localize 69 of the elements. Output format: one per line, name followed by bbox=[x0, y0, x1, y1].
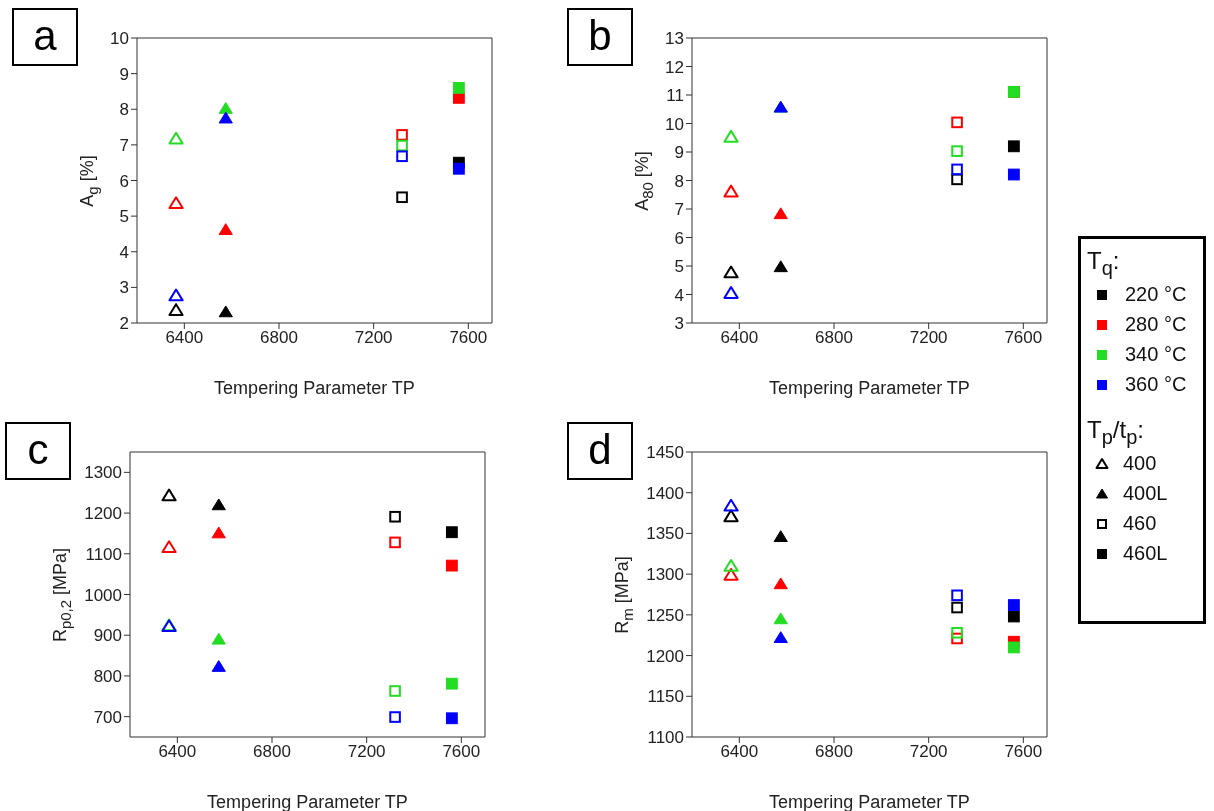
legend-label: 360 °C bbox=[1125, 373, 1187, 397]
x-tick-label: 6400 bbox=[720, 742, 759, 762]
y-tick-label: 11 bbox=[666, 86, 684, 106]
y-tick-label: 13 bbox=[665, 29, 684, 49]
y-tick-label: 1250 bbox=[646, 605, 684, 625]
y-tick-label: 800 bbox=[93, 666, 122, 686]
legend-title: T$_{p}$/t$_{p}$: bbox=[1087, 415, 1145, 449]
y-tick-label: 1200 bbox=[84, 504, 122, 524]
y-tick-label: 3 bbox=[119, 278, 129, 298]
y-tick-label: 9 bbox=[674, 143, 684, 163]
y-tick-label: 8 bbox=[674, 171, 684, 191]
x-tick-label: 7200 bbox=[909, 742, 948, 762]
text: 460L bbox=[1123, 542, 1168, 566]
chart-title: a bbox=[12, 8, 78, 66]
y-tick-label: 1100 bbox=[647, 728, 684, 748]
y-tick-label: 700 bbox=[93, 707, 122, 727]
y-tick-label: 8 bbox=[119, 100, 129, 120]
text: 400 bbox=[1123, 452, 1157, 476]
y-tick-label: 2 bbox=[119, 314, 129, 334]
y-tick-label: 1300 bbox=[84, 463, 122, 483]
y-tick-label: 4 bbox=[674, 285, 684, 305]
x-axis-title: Tempering Parameter TP bbox=[207, 792, 408, 811]
x-tick-label: 7200 bbox=[347, 742, 386, 762]
legend-label: 280 °C bbox=[1125, 313, 1187, 337]
legend-label: 220 °C bbox=[1125, 283, 1187, 307]
x-tick-label: 7600 bbox=[1004, 328, 1043, 348]
text: 460 bbox=[1123, 512, 1157, 536]
y-tick-label: 1200 bbox=[646, 646, 684, 666]
x-axis-title: Tempering Parameter TP bbox=[769, 378, 970, 398]
chart-title: d bbox=[567, 422, 633, 480]
y-tick-label: 6 bbox=[674, 228, 684, 248]
x-axis-title: Tempering Parameter TP bbox=[214, 378, 415, 398]
x-tick-label: 7600 bbox=[1004, 742, 1043, 762]
legend-label: 340 °C bbox=[1125, 343, 1187, 367]
y-tick-label: 10 bbox=[110, 29, 129, 49]
x-tick-label: 7600 bbox=[449, 328, 488, 348]
x-tick-label: 6400 bbox=[165, 328, 204, 348]
y-tick-label: 900 bbox=[93, 626, 122, 646]
y-tick-label: 1400 bbox=[646, 483, 684, 503]
x-tick-label: 6400 bbox=[720, 328, 759, 348]
y-tick-label: 1000 bbox=[84, 585, 122, 605]
x-tick-label: 6800 bbox=[260, 328, 298, 348]
x-tick-label: 6800 bbox=[815, 328, 853, 348]
chart-title: b bbox=[567, 8, 633, 66]
x-tick-label: 6400 bbox=[158, 742, 197, 762]
y-tick-label: 1100 bbox=[85, 544, 122, 564]
y-tick-label: 12 bbox=[665, 57, 684, 77]
y-tick-label: 3 bbox=[674, 314, 684, 334]
y-tick-label: 1450 bbox=[646, 443, 684, 463]
y-tick-label: 5 bbox=[119, 207, 129, 227]
y-tick-label: 7 bbox=[674, 200, 684, 220]
chart-title: c bbox=[5, 422, 71, 480]
x-axis-title: Tempering Parameter TP bbox=[769, 792, 970, 811]
y-tick-label: 1300 bbox=[646, 565, 684, 585]
x-tick-label: 7600 bbox=[442, 742, 481, 762]
y-tick-label: 10 bbox=[665, 114, 684, 134]
y-tick-label: 1150 bbox=[647, 687, 684, 707]
x-tick-label: 6800 bbox=[253, 742, 291, 762]
y-tick-label: 4 bbox=[119, 242, 129, 262]
x-tick-label: 7200 bbox=[354, 328, 393, 348]
x-tick-label: 6800 bbox=[815, 742, 853, 762]
text: T$_{q}$: bbox=[1087, 247, 1121, 280]
y-tick-label: 6 bbox=[119, 171, 129, 191]
text: 400L bbox=[1123, 482, 1168, 506]
y-tick-label: 5 bbox=[674, 257, 684, 277]
y-tick-label: 7 bbox=[119, 135, 129, 155]
x-tick-label: 7200 bbox=[909, 328, 948, 348]
y-tick-label: 1350 bbox=[646, 524, 684, 544]
y-tick-label: 9 bbox=[119, 64, 129, 84]
